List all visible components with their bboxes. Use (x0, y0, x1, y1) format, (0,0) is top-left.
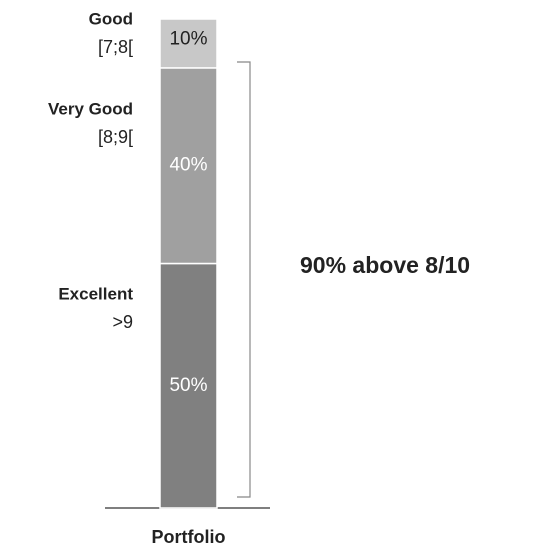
legend-range: [8;9[ (98, 127, 133, 147)
category-label: Portfolio (152, 527, 226, 547)
legend-range: >9 (112, 312, 133, 332)
value-label: 50% (169, 375, 207, 396)
bar-segment (159, 67, 218, 265)
bracket (237, 61, 251, 498)
legend-name: Good (89, 9, 133, 28)
legend-name: Excellent (58, 284, 133, 303)
annotation: 90% above 8/10 (300, 252, 470, 278)
value-label: 40% (169, 155, 207, 176)
value-label: 10% (169, 28, 207, 49)
bar-segment (159, 262, 218, 509)
bar-segment (159, 18, 218, 69)
legend-range: [7;8[ (98, 37, 133, 57)
legend-name: Very Good (48, 99, 133, 118)
